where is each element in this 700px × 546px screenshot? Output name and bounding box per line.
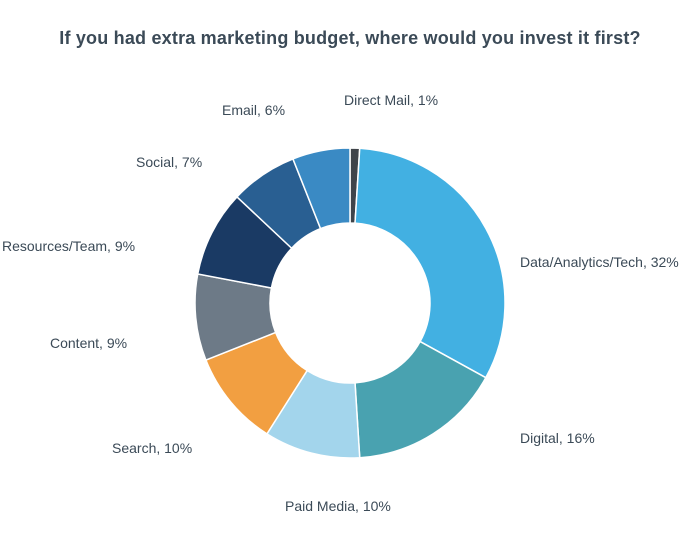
slice-label-content: Content, 9% [50,335,127,351]
slice-label-data-analytics-tech: Data/Analytics/Tech, 32% [520,254,679,270]
slice-label-digital: Digital, 16% [520,430,595,446]
slice-label-resources-team: Resources/Team, 9% [2,238,135,254]
donut-chart: Direct Mail, 1% Data/Analytics/Tech, 32% D… [0,60,700,546]
chart-title: If you had extra marketing budget, where… [0,0,700,49]
slice-label-paid-media: Paid Media, 10% [285,498,391,514]
slice-label-social: Social, 7% [136,154,202,170]
slice-label-email: Email, 6% [222,102,285,118]
donut-svg [195,148,505,458]
slice-label-search: Search, 10% [112,440,192,456]
slice-label-direct-mail: Direct Mail, 1% [344,92,438,108]
slice-data-analytics-tech [355,148,505,377]
